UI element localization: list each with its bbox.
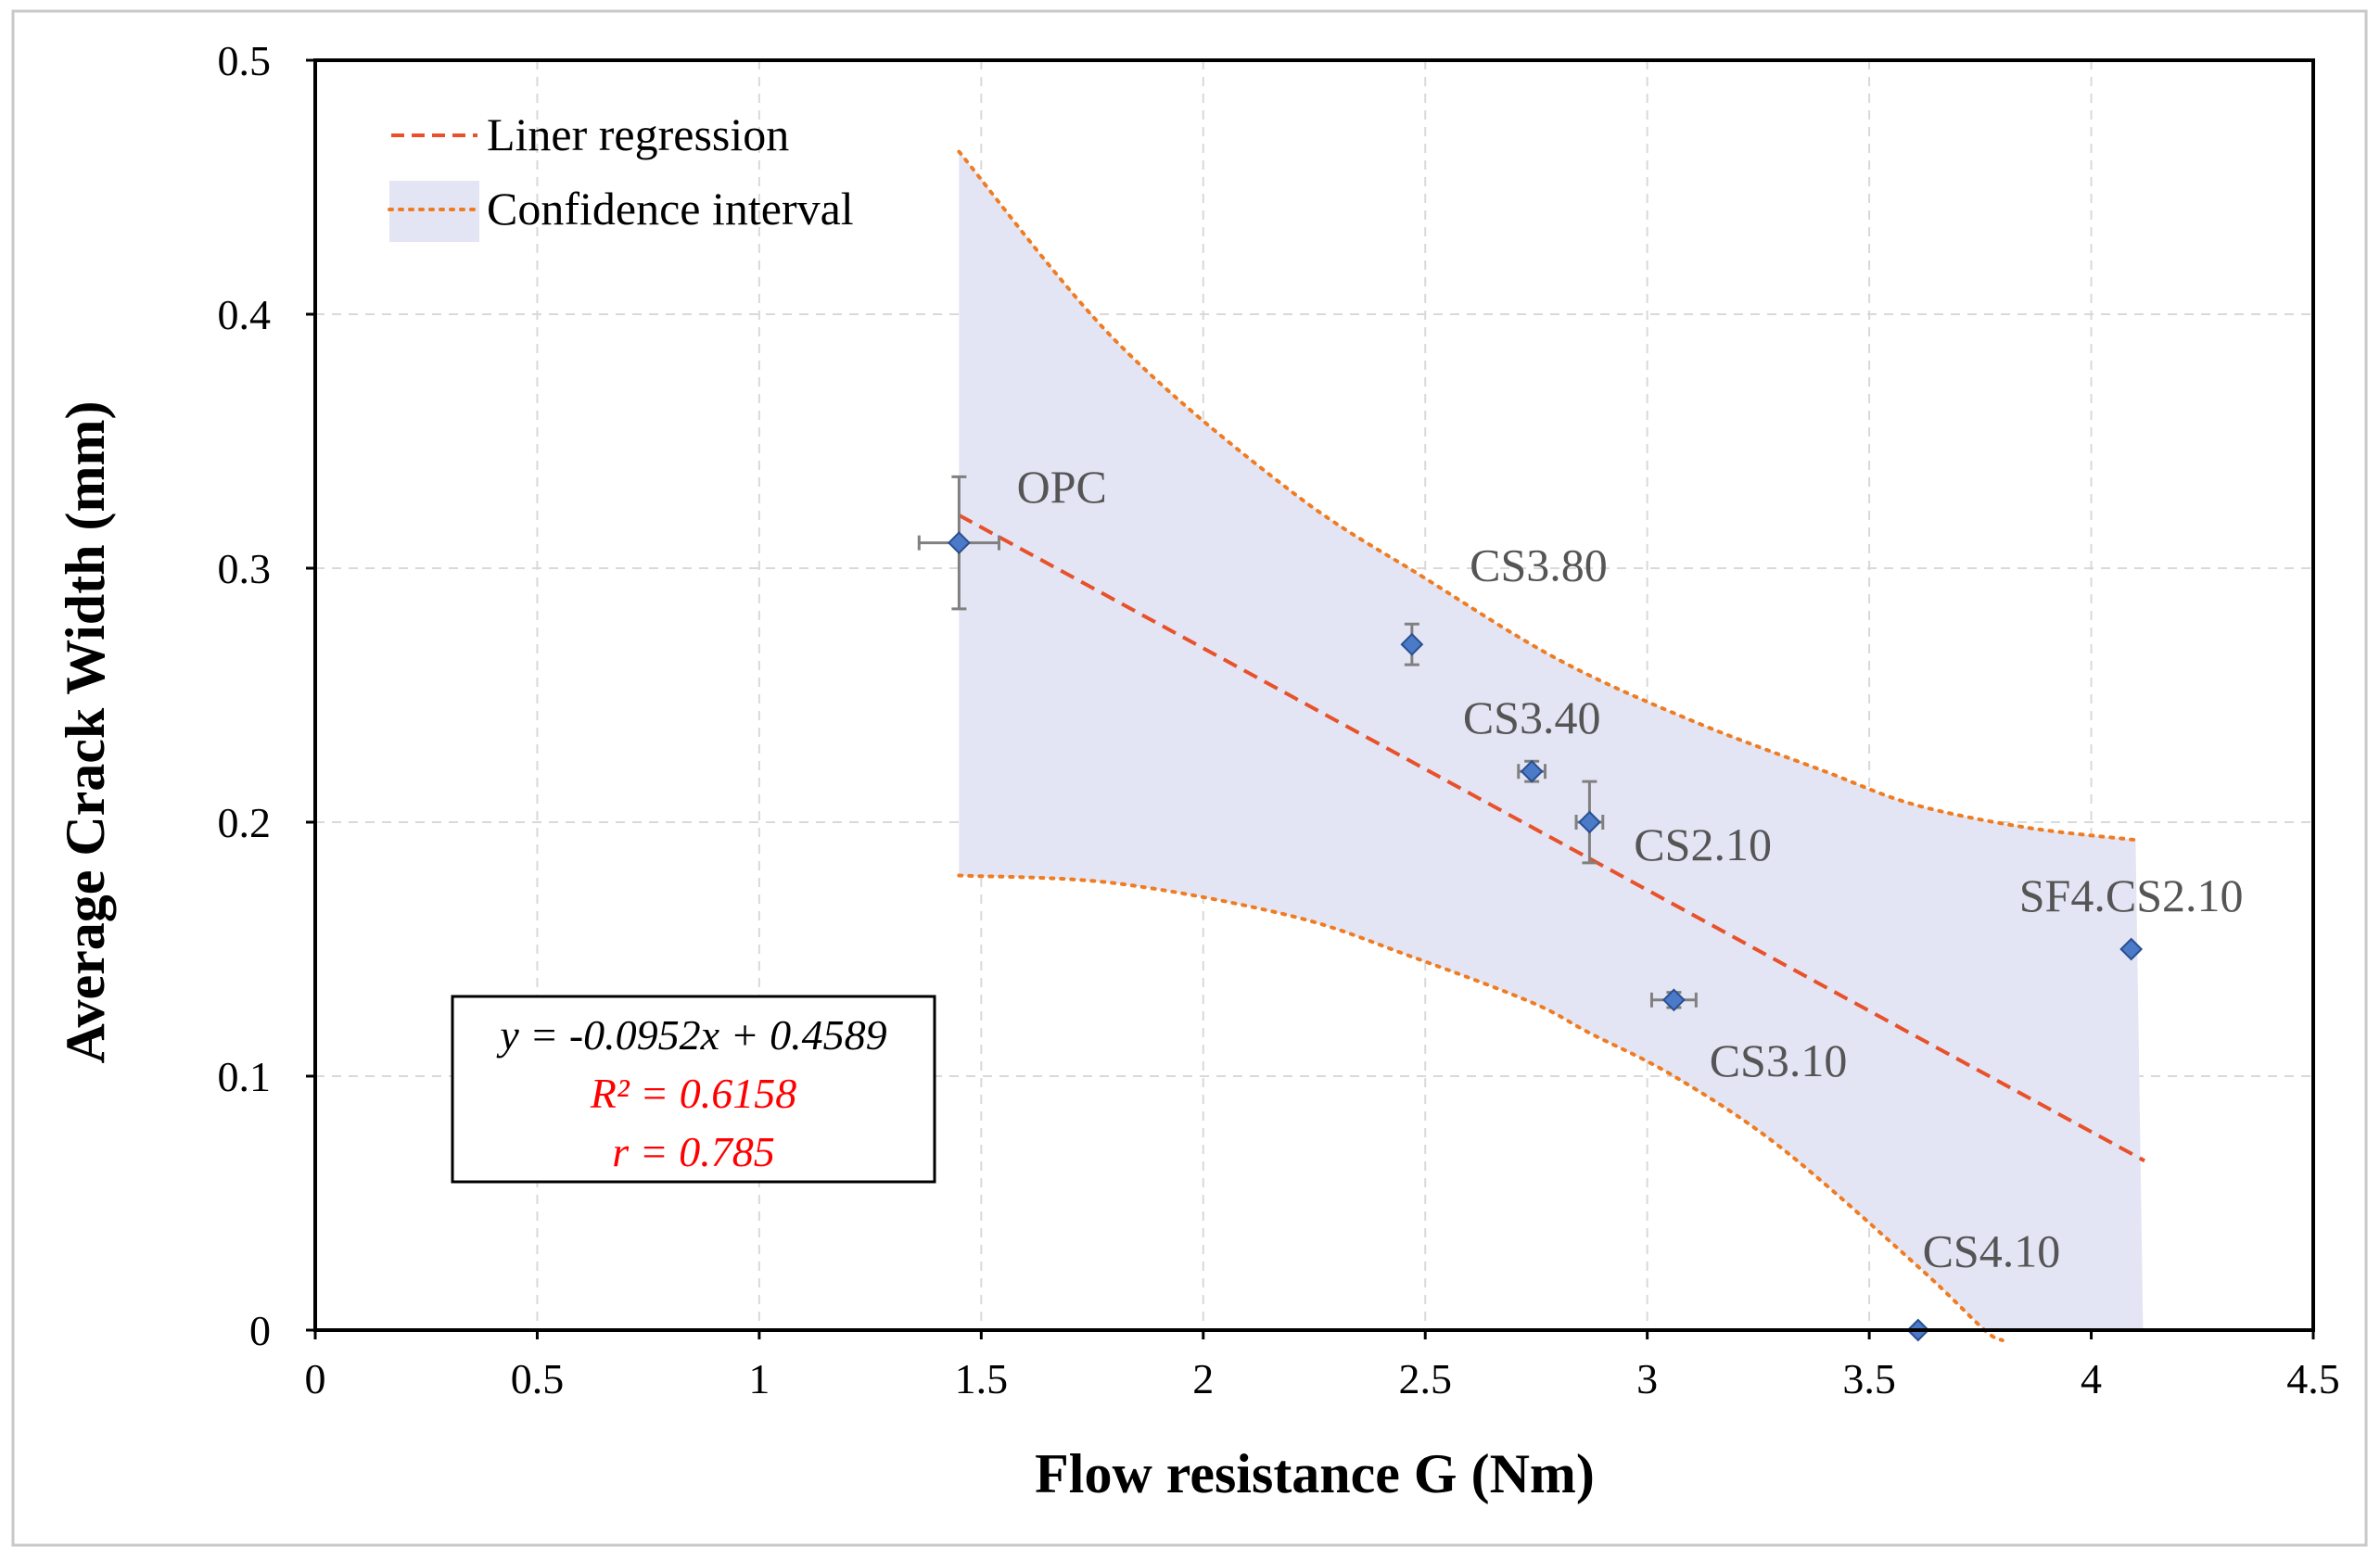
equation-box-frame bbox=[451, 995, 936, 1184]
data-point-cs3-80 bbox=[1400, 632, 1424, 656]
y-tick-label: 0.4 bbox=[218, 291, 272, 338]
data-point-cs2-10 bbox=[1577, 810, 1601, 834]
y-tick-label: 0.5 bbox=[218, 37, 272, 84]
data-point-cs3-40 bbox=[1520, 759, 1544, 783]
y-ticks: 0 0.1 0.2 0.3 0.4 0.5 bbox=[218, 37, 315, 1354]
plot-frame bbox=[313, 58, 2315, 1332]
confidence-band bbox=[957, 149, 2144, 1342]
legend-band-label: Confidence interval bbox=[487, 183, 854, 235]
y-tick-label: 0 bbox=[249, 1307, 271, 1354]
y-tick-label: 0.2 bbox=[218, 799, 272, 846]
data-point-opc bbox=[947, 531, 971, 555]
x-tick-label: 2.5 bbox=[1398, 1355, 1452, 1402]
x-tick-label: 0 bbox=[305, 1355, 326, 1402]
point-label-cs2-10: CS2.10 bbox=[1634, 818, 1772, 870]
x-tick-label: 4 bbox=[2081, 1355, 2102, 1402]
equation-box: y = -0.0952x + 0.4589 R² = 0.6158 r = 0.… bbox=[451, 995, 936, 1184]
data-points bbox=[947, 531, 2144, 1342]
x-tick-label: 2 bbox=[1192, 1355, 1214, 1402]
x-tick-label: 1 bbox=[748, 1355, 770, 1402]
r-squared: R² = 0.6158 bbox=[590, 1070, 796, 1117]
legend: Liner regression Confidence interval bbox=[388, 108, 854, 242]
x-tick-label: 4.5 bbox=[2286, 1355, 2340, 1402]
point-label-cs3-40: CS3.40 bbox=[1463, 691, 1601, 743]
correlation-r: r = 0.785 bbox=[612, 1128, 774, 1175]
point-label-sf4-cs2-10: SF4.CS2.10 bbox=[2019, 869, 2244, 921]
x-tick-label: 3.5 bbox=[1842, 1355, 1896, 1402]
confidence-upper-line bbox=[957, 149, 2138, 843]
y-tick-label: 0.1 bbox=[218, 1053, 272, 1100]
x-ticks: 0 0.5 1 1.5 2 2.5 3 3.5 4 4.5 bbox=[305, 1330, 2340, 1402]
data-point-cs3-10 bbox=[1661, 988, 1686, 1012]
data-point-sf4-cs2-10 bbox=[2119, 937, 2144, 961]
confidence-band-fill bbox=[959, 151, 2144, 1330]
point-label-cs3-80: CS3.80 bbox=[1470, 539, 1608, 591]
equation-line: y = -0.0952x + 0.4589 bbox=[496, 1011, 886, 1059]
x-axis-label: Flow resistance G (Nm) bbox=[1035, 1443, 1595, 1504]
point-label-opc: OPC bbox=[1017, 461, 1107, 513]
x-tick-label: 3 bbox=[1636, 1355, 1658, 1402]
confidence-lower-line bbox=[957, 873, 2005, 1342]
point-label-cs3-10: CS3.10 bbox=[1710, 1034, 1848, 1086]
point-label-cs4-10: CS4.10 bbox=[1923, 1225, 2061, 1277]
x-tick-label: 1.5 bbox=[955, 1355, 1009, 1402]
regression-line bbox=[958, 514, 2145, 1163]
y-tick-label: 0.3 bbox=[218, 545, 272, 592]
y-axis-label: Average Crack Width (mm) bbox=[55, 401, 116, 1064]
point-labels: OPC CS3.80 CS3.40 CS2.10 CS3.10 CS4.10 SF4.CS2… bbox=[1017, 461, 2244, 1277]
x-tick-label: 0.5 bbox=[511, 1355, 565, 1402]
legend-band-swatch bbox=[389, 181, 479, 242]
legend-regression-label: Liner regression bbox=[487, 108, 789, 160]
regression-line-group bbox=[958, 514, 2145, 1163]
